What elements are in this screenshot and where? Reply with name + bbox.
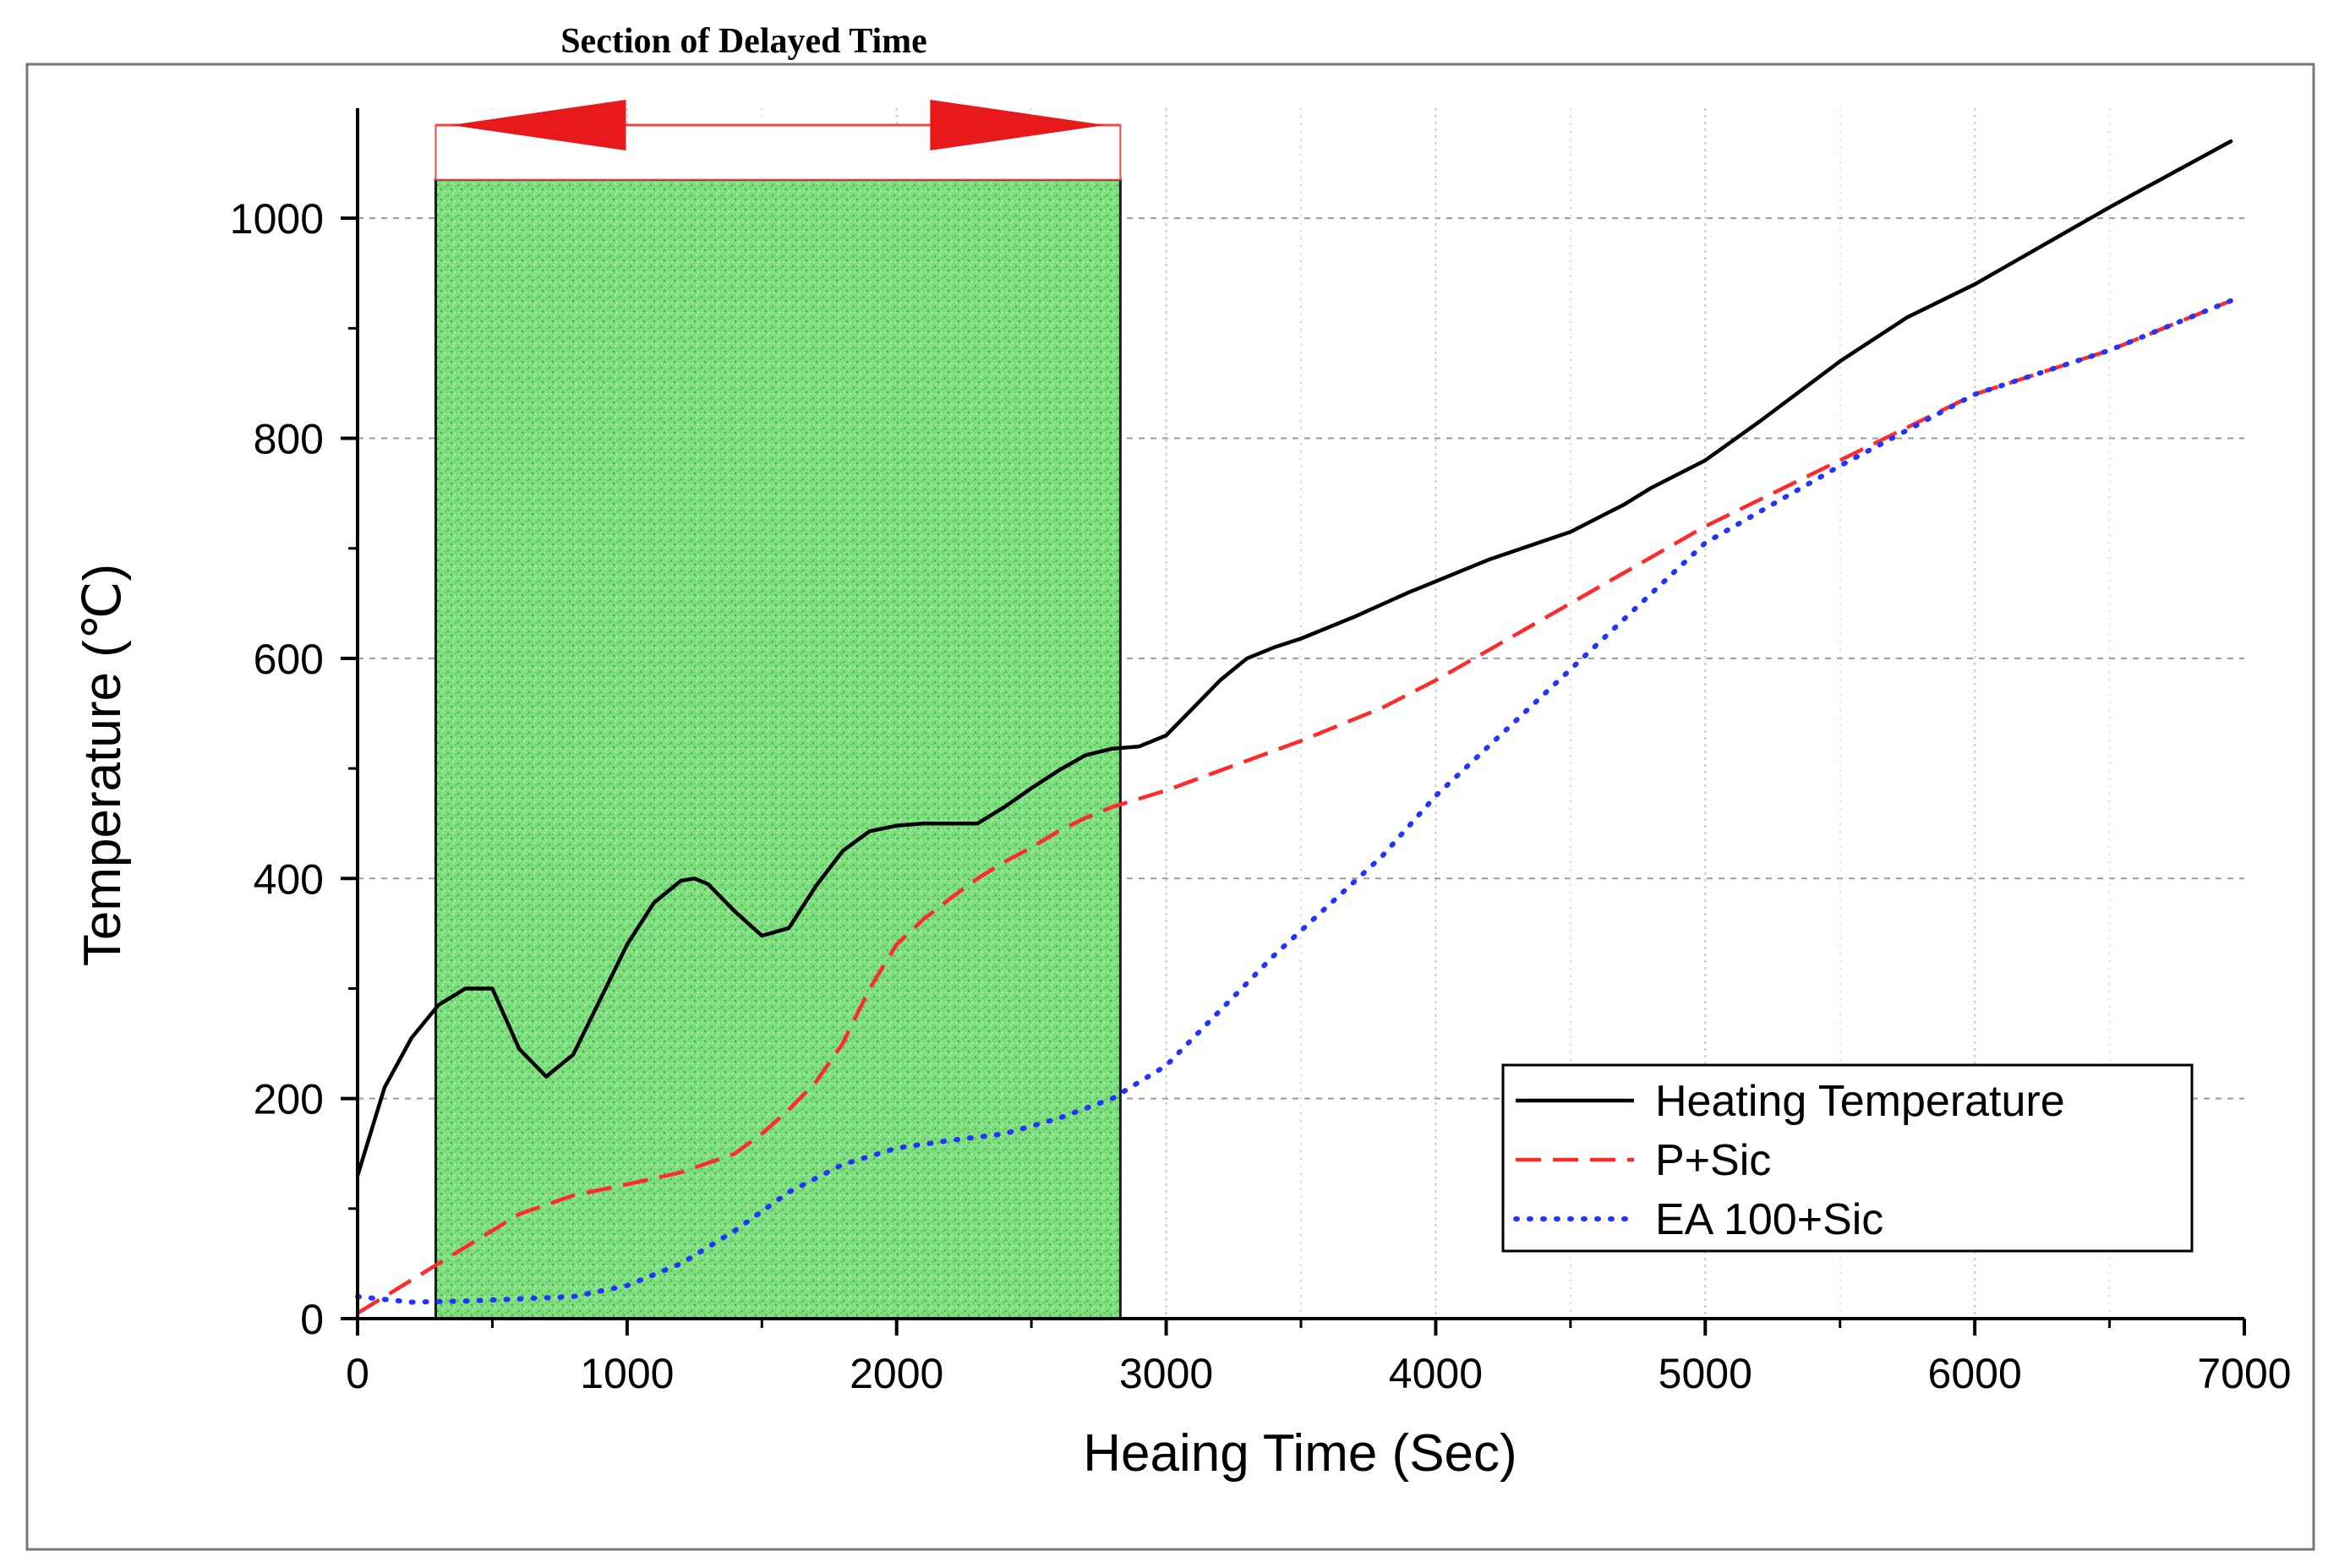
chart-title: Section of Delayed Time [560, 22, 927, 61]
x-tick-label: 6000 [1928, 1350, 2022, 1397]
legend-box [1501, 1063, 2194, 1253]
y-tick-label: 1000 [230, 195, 324, 243]
y-tick-label: 800 [254, 416, 324, 463]
right-arrow-icon [930, 100, 1106, 150]
y-tick-label: 0 [300, 1296, 324, 1343]
x-tick-label: 3000 [1119, 1350, 1213, 1397]
legend-label: Heating Temperature [1655, 1077, 2065, 1126]
delayed-section-area [434, 178, 1122, 1320]
y-tick-label: 200 [254, 1076, 324, 1123]
series-line-2 [355, 298, 2234, 1305]
legend-label: EA 100+Sic [1655, 1195, 1883, 1244]
series-line-1 [356, 298, 2232, 1315]
x-tick-label: 7000 [2197, 1350, 2291, 1397]
x-axis-label: Heaing Time (Sec) [1083, 1424, 1517, 1483]
x-tick-label: 0 [346, 1350, 369, 1397]
y-tick-label: 600 [254, 636, 324, 683]
x-tick-label: 4000 [1389, 1350, 1483, 1397]
left-arrow-icon [451, 100, 626, 150]
axes: 0 1000 2000 3000 4000 5000 6000 7000 0 200 400 600 8… [230, 108, 2292, 1397]
legend-label: P+Sic [1655, 1136, 1771, 1185]
y-tick-label: 400 [254, 855, 324, 903]
series-group [355, 139, 2234, 1315]
x-tick-label: 5000 [1659, 1350, 1752, 1397]
legend: Heating Temperature P+Sic EA 100+Sic [1501, 1063, 2194, 1253]
figure-border [25, 63, 2315, 1551]
delayed-section [434, 100, 1122, 1320]
x-tick-label: 2000 [850, 1350, 943, 1397]
y-axis-label: Temperature (℃) [74, 564, 132, 966]
series-line-0 [355, 139, 2233, 1178]
x-tick-label: 1000 [580, 1350, 674, 1397]
